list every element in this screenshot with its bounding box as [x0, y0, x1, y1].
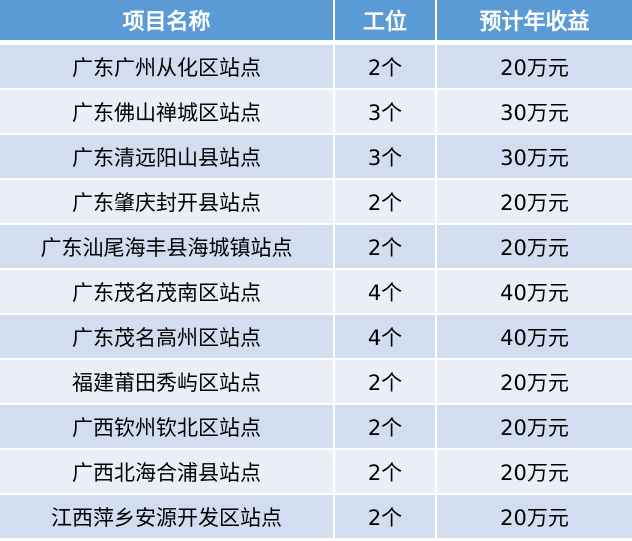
workstations-cell: 2个 [335, 495, 437, 540]
project-name-cell: 广东佛山禅城区站点 [0, 90, 335, 135]
project-name-cell: 广东广州从化区站点 [0, 45, 335, 90]
annual-revenue-cell: 30万元 [437, 135, 632, 180]
workstations-cell: 2个 [335, 405, 437, 450]
table-row: 广东肇庆封开县站点 2个 20万元 [0, 180, 632, 225]
annual-revenue-cell: 20万元 [437, 495, 632, 540]
annual-revenue-cell: 40万元 [437, 270, 632, 315]
workstations-cell: 3个 [335, 90, 437, 135]
workstations-cell: 2个 [335, 225, 437, 270]
header-workstations: 工位 [335, 0, 437, 45]
annual-revenue-cell: 20万元 [437, 450, 632, 495]
workstations-cell: 2个 [335, 360, 437, 405]
workstations-cell: 4个 [335, 270, 437, 315]
table-row: 广东茂名高州区站点 4个 40万元 [0, 315, 632, 360]
table-row: 广西北海合浦县站点 2个 20万元 [0, 450, 632, 495]
table-row: 广西钦州钦北区站点 2个 20万元 [0, 405, 632, 450]
workstations-cell: 2个 [335, 450, 437, 495]
table-row: 广东茂名茂南区站点 4个 40万元 [0, 270, 632, 315]
table-row: 江西萍乡安源开发区站点 2个 20万元 [0, 495, 632, 540]
annual-revenue-cell: 20万元 [437, 360, 632, 405]
table-row: 广东广州从化区站点 2个 20万元 [0, 45, 632, 90]
project-name-cell: 广西北海合浦县站点 [0, 450, 335, 495]
project-name-cell: 广东肇庆封开县站点 [0, 180, 335, 225]
project-name-cell: 广东清远阳山县站点 [0, 135, 335, 180]
header-row: 项目名称 工位 预计年收益 [0, 0, 632, 45]
annual-revenue-cell: 30万元 [437, 90, 632, 135]
workstations-cell: 2个 [335, 180, 437, 225]
annual-revenue-cell: 20万元 [437, 225, 632, 270]
project-name-cell: 福建莆田秀屿区站点 [0, 360, 335, 405]
project-name-cell: 广东茂名高州区站点 [0, 315, 335, 360]
header-annual-revenue: 预计年收益 [437, 0, 632, 45]
workstations-cell: 3个 [335, 135, 437, 180]
annual-revenue-cell: 40万元 [437, 315, 632, 360]
table-row: 广东佛山禅城区站点 3个 30万元 [0, 90, 632, 135]
header-project-name: 项目名称 [0, 0, 335, 45]
annual-revenue-cell: 20万元 [437, 45, 632, 90]
table-row: 福建莆田秀屿区站点 2个 20万元 [0, 360, 632, 405]
workstations-cell: 2个 [335, 45, 437, 90]
project-name-cell: 广东汕尾海丰县海城镇站点 [0, 225, 335, 270]
project-name-cell: 广东茂名茂南区站点 [0, 270, 335, 315]
project-name-cell: 江西萍乡安源开发区站点 [0, 495, 335, 540]
table-row: 广东清远阳山县站点 3个 30万元 [0, 135, 632, 180]
workstations-cell: 4个 [335, 315, 437, 360]
annual-revenue-cell: 20万元 [437, 180, 632, 225]
annual-revenue-cell: 20万元 [437, 405, 632, 450]
table-row: 广东汕尾海丰县海城镇站点 2个 20万元 [0, 225, 632, 270]
project-name-cell: 广西钦州钦北区站点 [0, 405, 335, 450]
